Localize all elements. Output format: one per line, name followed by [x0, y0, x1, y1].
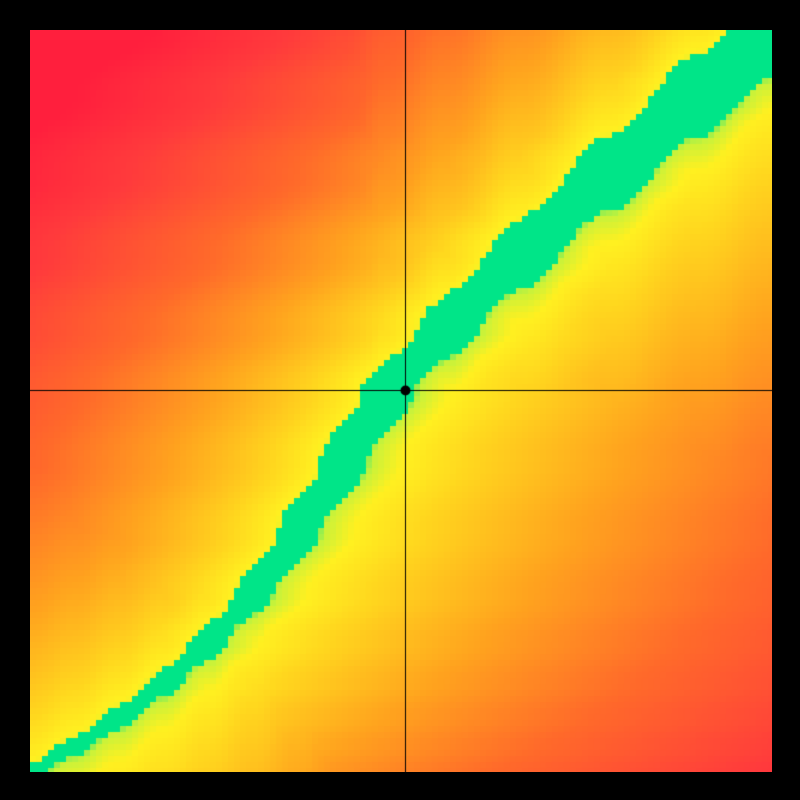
watermark-label: TheBottleneck.com [549, 4, 770, 32]
figure-container: TheBottleneck.com [0, 0, 800, 800]
bottleneck-heatmap [30, 30, 772, 772]
